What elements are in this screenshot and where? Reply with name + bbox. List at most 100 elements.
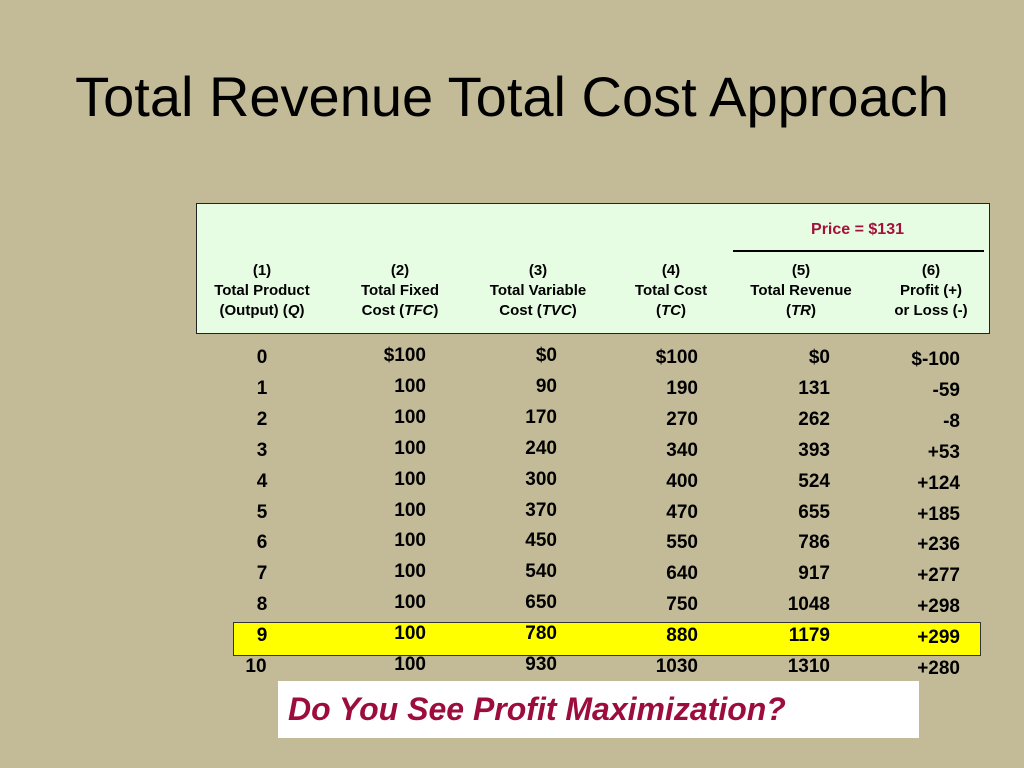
cell-total-variable-cost: $0	[535, 345, 557, 366]
column-number: (6)	[921, 262, 941, 279]
cell-total-cost: 190	[666, 377, 698, 399]
table-row: 4 100 300 400 524 +124	[0, 468, 1024, 501]
cell-total-fixed-cost: 100	[394, 406, 426, 428]
slide-title: Total Revenue Total Cost Approach	[75, 65, 949, 128]
cell-profit: +53	[927, 441, 960, 463]
column-title: Total Fixed	[360, 282, 440, 299]
cell-profit: +277	[917, 565, 960, 587]
cell-total-variable-cost: 450	[525, 530, 557, 552]
cell-total-cost: 750	[666, 594, 698, 616]
cell-total-revenue: $0	[808, 347, 830, 368]
column-header-2: (2) Total Fixed Cost (TFC)	[325, 261, 475, 321]
cell-total-fixed-cost: 100	[394, 592, 426, 614]
cell-total-fixed-cost: 100	[394, 468, 426, 490]
cell-total-revenue: 655	[798, 501, 830, 523]
table-row: 3 100 240 340 393 +53	[0, 437, 1024, 470]
cell-total-cost: 880	[666, 625, 698, 647]
cell-total-cost: 470	[666, 501, 698, 523]
column-number: (4)	[661, 262, 681, 279]
column-abbreviation: TC	[661, 302, 681, 319]
highlighted-row-band	[233, 622, 981, 656]
table-row: 8 100 650 750 1048 +298	[0, 592, 1024, 624]
column-header-1: (1) Total Product (Output) (Q)	[187, 261, 337, 321]
cell-total-variable-cost: 300	[525, 468, 557, 490]
cell-total-revenue: 1310	[787, 656, 830, 677]
cell-quantity: 7	[256, 563, 268, 585]
cell-total-variable-cost: 370	[525, 499, 557, 521]
column-title: Total Variable	[489, 282, 587, 299]
cell-quantity: 6	[256, 532, 268, 554]
cell-total-revenue: 131	[798, 377, 830, 399]
cell-total-variable-cost: 170	[525, 406, 557, 428]
cell-total-revenue: 1179	[788, 625, 830, 647]
cell-total-revenue: 262	[798, 408, 830, 430]
cell-total-revenue: 917	[798, 563, 830, 585]
column-header-6: (6) Profit (+) or Loss (-)	[856, 261, 1006, 321]
cell-total-fixed-cost: 100	[394, 375, 426, 397]
cell-profit: -8	[943, 410, 960, 432]
cell-total-cost: 400	[666, 470, 698, 492]
cell-total-cost: 1030	[655, 656, 698, 677]
column-abbreviation: Q	[287, 302, 300, 319]
cell-total-variable-cost: 650	[525, 592, 557, 614]
table-row: 5 100 370 470 655 +185	[0, 499, 1024, 532]
cell-quantity: 2	[256, 408, 268, 430]
column-subtitle: (TR)	[786, 302, 816, 319]
table-row: 10 100 930 1030 1310 +280	[0, 654, 1024, 686]
cell-profit: +236	[917, 534, 960, 556]
column-header-3: (3) Total Variable Cost (TVC)	[463, 261, 613, 321]
column-number: (3)	[528, 262, 548, 279]
cell-total-variable-cost: 540	[525, 561, 557, 583]
column-number: (2)	[390, 262, 410, 279]
cell-total-revenue: 786	[798, 532, 830, 554]
cell-profit: +280	[917, 658, 960, 679]
cell-total-cost: $100	[655, 347, 698, 368]
cell-quantity: 0	[256, 347, 268, 368]
cell-quantity: 5	[256, 501, 268, 523]
cell-profit: +298	[917, 596, 960, 618]
price-label: Price = $131	[811, 221, 904, 238]
cell-quantity: 1	[256, 377, 268, 399]
cell-total-variable-cost: 930	[525, 654, 557, 675]
cell-total-fixed-cost: 100	[394, 654, 426, 675]
callout-box: Do You See Profit Maximization?	[278, 681, 919, 738]
column-subtitle: (TC)	[656, 302, 686, 319]
table-row: 7 100 540 640 917 +277	[0, 561, 1024, 593]
column-subtitle: or Loss (-)	[894, 302, 968, 319]
price-underline	[733, 250, 984, 252]
cell-quantity: 8	[256, 594, 268, 616]
cell-quantity: 4	[256, 470, 268, 492]
cell-total-cost: 340	[666, 439, 698, 461]
cell-total-cost: 270	[666, 408, 698, 430]
column-abbreviation: TR	[791, 302, 811, 319]
cell-total-variable-cost: 90	[535, 375, 557, 397]
column-header-5: (5) Total Revenue (TR)	[726, 261, 876, 321]
cell-total-fixed-cost: 100	[394, 499, 426, 521]
cell-total-fixed-cost: 100	[394, 437, 426, 459]
table-header-box	[196, 203, 990, 334]
column-title: Profit (+)	[899, 282, 963, 299]
column-title: Total Cost	[634, 282, 708, 299]
column-number: (1)	[252, 262, 272, 279]
cell-quantity: 3	[256, 439, 268, 461]
cell-profit: +299	[917, 627, 960, 649]
cell-profit: $-100	[911, 349, 960, 370]
cell-total-fixed-cost: $100	[383, 345, 426, 366]
cell-total-variable-cost: 780	[525, 623, 557, 645]
column-subtitle: Cost (TFC)	[361, 302, 439, 319]
table-row: 1 100 90 190 131 -59	[0, 375, 1024, 408]
cell-quantity: 9	[256, 625, 268, 647]
cell-profit: +185	[917, 503, 960, 525]
cell-total-revenue: 1048	[787, 594, 830, 616]
cell-profit: +124	[917, 472, 960, 494]
cell-profit: -59	[932, 379, 960, 401]
table-row: 0 $100 $0 $100 $0 $-100	[0, 345, 1024, 377]
column-number: (5)	[791, 262, 811, 279]
callout-text: Do You See Profit Maximization?	[288, 691, 786, 727]
column-abbreviation: TVC	[541, 302, 572, 319]
column-title: Total Product	[214, 282, 310, 299]
cell-total-fixed-cost: 100	[394, 623, 426, 645]
cell-quantity: 10	[245, 656, 267, 677]
column-title: Total Revenue	[750, 282, 852, 299]
cell-total-cost: 550	[666, 532, 698, 554]
